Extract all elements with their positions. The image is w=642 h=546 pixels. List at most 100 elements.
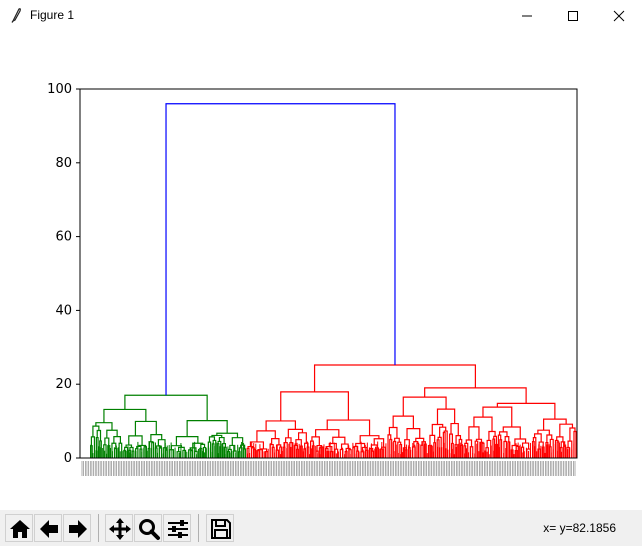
dendrogram-link xyxy=(496,402,556,420)
forward-button[interactable] xyxy=(63,514,91,542)
dendrogram-link xyxy=(289,442,293,458)
zoom-button[interactable] xyxy=(134,514,162,542)
dendrogram-link xyxy=(355,442,366,448)
plot-frame xyxy=(79,88,578,459)
dendrogram-link xyxy=(479,441,484,458)
configure-subplots-button[interactable] xyxy=(163,514,191,542)
title-bar: Figure 1 xyxy=(0,0,642,32)
dendrogram-link xyxy=(468,426,480,441)
dendrogram-link xyxy=(486,439,492,458)
y-axis: 0 20 40 60 80 100 xyxy=(47,82,80,466)
dendrogram-link xyxy=(543,418,567,431)
dendrogram-link xyxy=(217,440,222,458)
dendrogram-link xyxy=(128,435,143,446)
dendrogram-link xyxy=(556,441,560,458)
dendrogram-link xyxy=(150,434,163,442)
dendrogram-link xyxy=(315,429,340,438)
toolbar-separator xyxy=(98,514,99,542)
dendrogram-link xyxy=(465,439,473,447)
dendrogram-link xyxy=(559,423,574,437)
dendrogram-link xyxy=(328,442,337,450)
minimize-icon xyxy=(522,15,532,17)
dendrogram-link xyxy=(514,438,527,446)
dendrogram-link xyxy=(340,443,349,450)
dendrogram-link xyxy=(546,434,553,443)
dendrogram-link xyxy=(200,443,206,449)
floppy-icon xyxy=(211,519,231,539)
home-icon xyxy=(10,520,30,538)
dendrogram-link xyxy=(186,420,228,437)
maximize-button[interactable] xyxy=(550,0,596,32)
dendrogram-chart[interactable]: 0 20 40 60 80 100 xyxy=(0,32,642,510)
dendrogram-link xyxy=(537,429,550,436)
sliders-icon xyxy=(168,520,188,538)
y-tick-label: 0 xyxy=(64,451,72,466)
home-button[interactable] xyxy=(5,514,33,542)
dendrogram-link xyxy=(439,426,447,438)
dendrogram-link xyxy=(520,446,525,458)
dendrogram-link xyxy=(332,436,346,445)
move-icon xyxy=(109,518,131,540)
dendrogram-link xyxy=(90,436,96,458)
dendrogram-link xyxy=(415,437,425,442)
dendrogram-link xyxy=(271,438,280,445)
dendrogram-link xyxy=(134,420,157,436)
dendrogram-link xyxy=(124,394,208,421)
magnifier-icon xyxy=(139,519,160,540)
dendrogram-link xyxy=(297,432,307,444)
toolbar-separator xyxy=(198,514,199,542)
dendrogram-link xyxy=(155,445,162,449)
dendrogram-link xyxy=(424,387,527,404)
leaf-tick-labels xyxy=(81,461,576,476)
dendrogram-link xyxy=(222,442,227,458)
navigation-toolbar: x= y=82.1856 xyxy=(0,510,642,546)
dendrogram-link xyxy=(493,435,498,458)
arrow-left-icon xyxy=(40,520,58,538)
y-tick-label: 40 xyxy=(55,303,72,318)
dendrogram-link xyxy=(96,429,102,441)
maximize-icon xyxy=(568,11,578,21)
minimize-button[interactable] xyxy=(504,0,550,32)
dendrogram-link xyxy=(148,441,154,449)
close-button[interactable] xyxy=(596,0,642,32)
dendrogram-link xyxy=(287,428,304,438)
dendrogram-link xyxy=(285,437,292,443)
dendrogram-link xyxy=(211,434,223,438)
dendrogram-link xyxy=(165,103,396,396)
feather-icon xyxy=(11,8,21,23)
dendrogram-link xyxy=(560,441,566,448)
dendrogram-link xyxy=(431,423,444,436)
dendrogram-link xyxy=(202,446,207,458)
pan-button[interactable] xyxy=(105,514,133,542)
dendrogram-link xyxy=(124,446,129,458)
save-button[interactable] xyxy=(206,514,234,542)
dendrogram-link xyxy=(247,446,254,449)
dendrogram-link xyxy=(406,427,421,440)
dendrogram-links xyxy=(90,103,577,458)
y-tick-label: 60 xyxy=(55,230,72,245)
figure-canvas[interactable]: 0 20 40 60 80 100 xyxy=(0,32,642,510)
dendrogram-link xyxy=(392,415,414,429)
back-button[interactable] xyxy=(34,514,62,542)
cursor-coordinates: x= y=82.1856 xyxy=(543,521,616,535)
dendrogram-link xyxy=(359,435,380,444)
y-tick-label: 100 xyxy=(47,82,72,97)
dendrogram-link xyxy=(229,444,236,451)
dendrogram-link xyxy=(224,446,227,458)
close-icon xyxy=(613,10,625,22)
dendrogram-link xyxy=(280,391,349,421)
dendrogram-link xyxy=(99,440,102,458)
dendrogram-link xyxy=(276,444,282,451)
dendrogram-link xyxy=(113,436,121,444)
dendrogram-link xyxy=(404,439,410,448)
dendrogram-link xyxy=(256,430,276,442)
dendrogram-link xyxy=(485,447,489,458)
dendrogram-link xyxy=(231,437,244,446)
y-tick-label: 80 xyxy=(55,156,72,171)
dendrogram-link xyxy=(95,422,113,431)
dendrogram-link xyxy=(216,443,220,458)
dendrogram-link xyxy=(521,442,530,450)
dendrogram-link xyxy=(326,419,371,436)
dendrogram-link xyxy=(402,396,447,417)
dendrogram-link xyxy=(304,442,309,449)
